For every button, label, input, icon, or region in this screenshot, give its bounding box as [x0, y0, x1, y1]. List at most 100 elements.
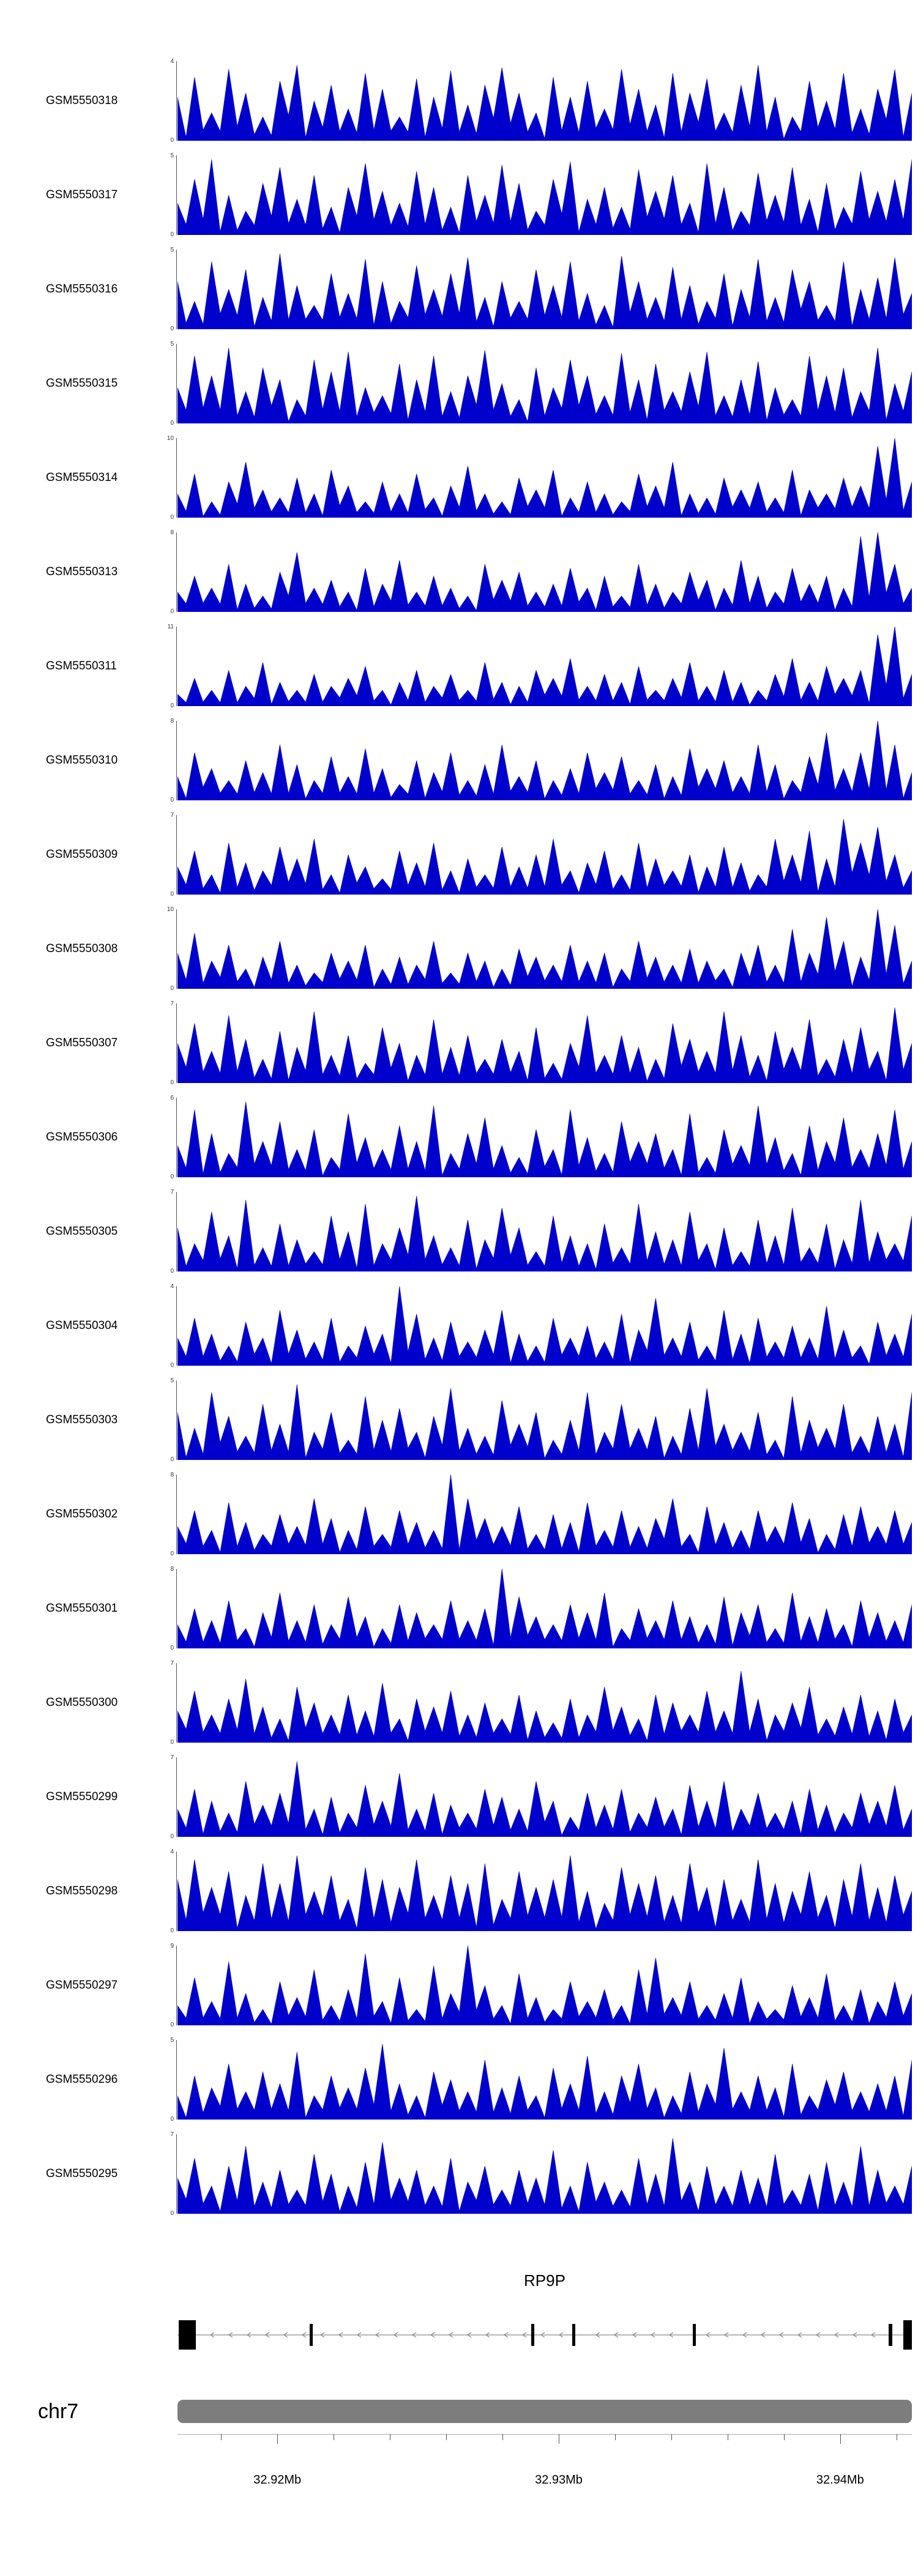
track-label: GSM5550309	[46, 848, 118, 861]
track-signal-area	[177, 819, 912, 895]
track-ymax-label: 10	[166, 435, 174, 442]
track-label: GSM5550297	[46, 1979, 118, 1992]
track-label: GSM5550311	[46, 660, 117, 672]
track-row: GSM5550298 4 0	[0, 1848, 918, 1934]
track-row: GSM5550297 9 0	[0, 1943, 918, 2028]
track-ymax-label: 11	[167, 624, 174, 630]
track-yaxis-line	[176, 815, 177, 895]
track-yaxis-line	[176, 61, 177, 141]
track-row: GSM5550310 8 0	[0, 718, 918, 803]
track-signal-area	[177, 1670, 912, 1743]
track-label: GSM5550305	[46, 1225, 118, 1238]
track-ymax-label: 8	[170, 1472, 174, 1478]
track-yaxis-line	[176, 1286, 177, 1366]
track-signal-area	[177, 65, 912, 141]
track-label: GSM5550318	[46, 94, 118, 107]
track-label: GSM5550295	[46, 2167, 118, 2180]
track-ymax-label: 7	[170, 1000, 174, 1007]
track-ymin-label: 0	[170, 1268, 174, 1275]
track-row: GSM5550303 5 0	[0, 1377, 918, 1463]
track-row: GSM5550295 7 0	[0, 2131, 918, 2217]
track-label: GSM5550296	[46, 2073, 118, 2086]
track-ymin-label: 0	[170, 326, 174, 332]
track-ymin-label: 0	[170, 231, 174, 238]
track-ymin-label: 0	[170, 1833, 174, 1840]
track-ymax-label: 7	[170, 1660, 174, 1667]
track-yaxis-line	[176, 1946, 177, 2025]
track-label: GSM5550304	[46, 1319, 118, 1332]
track-ymin-label: 0	[170, 1456, 174, 1463]
track-signal-area	[177, 253, 912, 329]
track-row: GSM5550304 4 0	[0, 1283, 918, 1369]
track-ymax-label: 4	[170, 58, 174, 65]
track-signal-area	[177, 1384, 912, 1460]
track-ymin-label: 0	[170, 2022, 174, 2028]
track-row: GSM5550300 7 0	[0, 1660, 918, 1746]
track-label: GSM5550316	[46, 283, 118, 296]
track-ymax-label: 10	[166, 906, 174, 913]
track-row: GSM5550318 4 0	[0, 58, 918, 144]
track-signal-area	[177, 1196, 912, 1271]
track-signal-area	[177, 1286, 912, 1366]
track-yaxis-line	[176, 909, 177, 989]
track-yaxis-line	[176, 1475, 177, 1554]
track-label: GSM5550298	[46, 1885, 118, 1897]
track-signal-area	[177, 1101, 912, 1177]
track-label: GSM5550301	[46, 1602, 118, 1615]
track-signal-area	[177, 1475, 912, 1554]
track-yaxis-line	[176, 627, 177, 706]
track-label: GSM5550307	[46, 1037, 118, 1049]
track-ymax-label: 5	[170, 1377, 174, 1384]
track-yaxis-line	[176, 1663, 177, 1743]
track-ymin-label: 0	[170, 1174, 174, 1180]
track-ymax-label: 5	[170, 247, 174, 253]
track-row: GSM5550299 7 0	[0, 1754, 918, 1840]
track-signal-area	[177, 438, 912, 518]
track-yaxis-line	[176, 1757, 177, 1837]
track-row: GSM5550302 8 0	[0, 1472, 918, 1557]
track-ymax-label: 7	[170, 1754, 174, 1761]
track-row: GSM5550296 5 0	[0, 2037, 918, 2123]
track-ymax-label: 7	[170, 812, 174, 819]
track-yaxis-line	[176, 344, 177, 423]
track-ymin-label: 0	[170, 702, 174, 709]
track-ymin-label: 0	[170, 1362, 174, 1369]
track-yaxis-line	[176, 1852, 177, 1931]
track-signal-area	[177, 1007, 912, 1083]
track-label: GSM5550314	[46, 471, 118, 484]
axis-line	[177, 2434, 912, 2435]
track-ymin-label: 0	[170, 2116, 174, 2123]
track-signal-area	[177, 1855, 912, 1931]
track-ymin-label: 0	[170, 608, 174, 615]
track-signal-area	[177, 1761, 912, 1837]
track-ymin-label: 0	[170, 1739, 174, 1746]
track-ymax-label: 4	[170, 1848, 174, 1855]
axis-major-tick	[277, 2434, 278, 2444]
track-ymax-label: 5	[170, 2037, 174, 2044]
track-ymax-label: 9	[170, 1943, 174, 1949]
track-label: GSM5550303	[46, 1413, 118, 1426]
axis-minor-tick	[221, 2434, 222, 2440]
genome-axis: 32.92Mb 32.93Mb 32.94Mb	[177, 2434, 912, 2495]
track-yaxis-line	[176, 1192, 177, 1271]
track-label: GSM5550310	[46, 754, 118, 767]
track-row: GSM5550306 6 0	[0, 1095, 918, 1180]
track-ymin-label: 0	[170, 2210, 174, 2217]
track-signal-area	[177, 2138, 912, 2214]
track-signal-area	[177, 909, 912, 989]
track-signal-area	[177, 532, 912, 612]
track-ymin-label: 0	[170, 137, 174, 144]
track-ymax-label: 6	[170, 1095, 174, 1101]
track-ymin-label: 0	[170, 1550, 174, 1557]
track-ymax-label: 5	[170, 341, 174, 348]
track-yaxis-line	[176, 1003, 177, 1083]
track-row: GSM5550308 10 0	[0, 906, 918, 992]
gene-model	[177, 2320, 912, 2350]
track-signal-area	[177, 159, 912, 235]
track-ymin-label: 0	[170, 797, 174, 803]
track-ymax-label: 8	[170, 529, 174, 536]
track-ymax-label: 8	[170, 1566, 174, 1573]
gene-title: RP9P	[524, 2271, 565, 2290]
track-ymax-label: 8	[170, 718, 174, 724]
track-yaxis-line	[176, 532, 177, 612]
